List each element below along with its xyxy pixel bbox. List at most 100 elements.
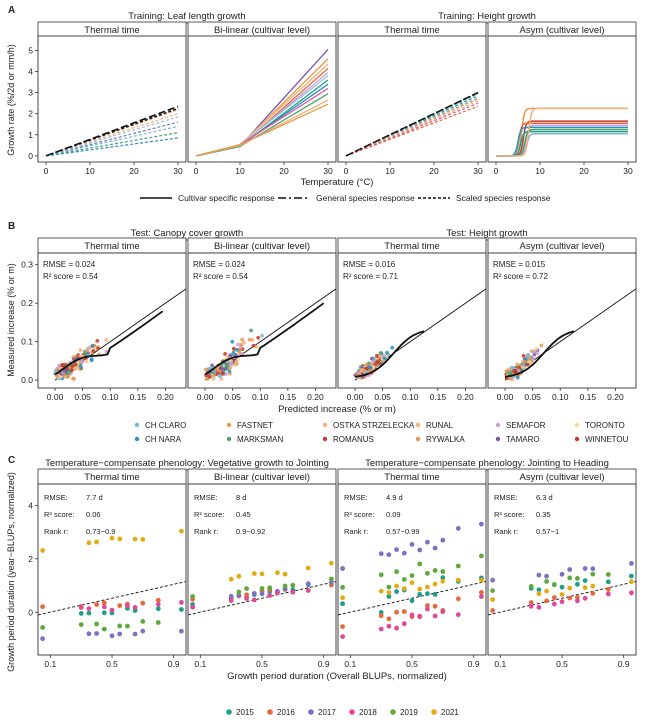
legend-label-b: TAMARO — [506, 435, 540, 444]
data-point — [247, 337, 252, 342]
legend-label-c: 2017 — [318, 708, 336, 717]
x-axis-c-2-tick-label: 0.1 — [344, 659, 356, 669]
data-point — [371, 365, 376, 369]
x-axis-a-3-tick-label: 0 — [494, 166, 499, 176]
data-point — [378, 351, 383, 356]
data-point — [440, 578, 446, 584]
data-point — [575, 576, 580, 581]
data-point — [232, 346, 236, 351]
data-point — [228, 576, 234, 582]
data-point — [90, 343, 95, 348]
x-axis-a-0-tick-label: 30 — [173, 166, 183, 176]
data-point — [227, 369, 232, 373]
data-point — [432, 568, 438, 573]
data-point — [80, 359, 84, 364]
data-point — [101, 610, 107, 616]
group-title-c-joint: Temperature−compensate phenology: Jointi… — [365, 458, 609, 469]
legend-label-b: CH CLARO — [145, 421, 186, 430]
y-axis-a-tick-label: 3 — [28, 88, 33, 98]
x-axis-label-c: Growth period duration (Overall BLUPs, n… — [227, 671, 447, 682]
data-point — [521, 353, 526, 358]
data-point — [479, 577, 484, 583]
x-axis-label-a: Temperature (°C) — [301, 177, 374, 188]
data-point — [479, 590, 484, 595]
y-axis-label-b: Measured increase (% or m) — [6, 263, 16, 377]
y-axis-c-tick-label: 4 — [28, 500, 33, 510]
legend-marker-b — [226, 422, 232, 428]
r2-text-b-0: R² score = 0.54 — [43, 272, 98, 281]
data-point — [375, 353, 379, 358]
x-axis-b-2-tick-label: 0.00 — [347, 392, 364, 402]
data-point — [73, 362, 78, 367]
data-point — [425, 571, 430, 576]
data-point — [539, 343, 544, 348]
data-point — [390, 345, 395, 350]
series-line — [45, 132, 179, 157]
regression-line — [337, 581, 487, 616]
data-point — [385, 350, 389, 355]
data-point — [394, 547, 399, 552]
y-axis-a-tick-label: 5 — [28, 45, 33, 55]
data-point — [236, 573, 242, 579]
data-point — [455, 596, 461, 602]
data-point — [590, 583, 596, 589]
data-point — [455, 577, 461, 583]
x-axis-c-3-tick-label: 0.5 — [556, 659, 568, 669]
facet-b-1-title: Bi-linear (cultivar level) — [214, 241, 310, 252]
data-point — [432, 613, 438, 619]
stat-rmse-c-2: 4.9 d — [386, 493, 403, 502]
regression-line — [187, 581, 337, 616]
x-axis-c-3-tick-label: 0.9 — [618, 659, 630, 669]
data-point — [117, 536, 123, 542]
x-axis-a-1-tick-label: 30 — [323, 166, 333, 176]
data-point — [132, 605, 138, 610]
legend-label-c: 2016 — [277, 708, 295, 717]
data-point — [417, 586, 423, 592]
legend-marker-b — [322, 422, 328, 428]
data-point — [242, 340, 246, 345]
stat-rmse-label-c-1: RMSE: — [194, 493, 218, 502]
data-point — [117, 603, 123, 609]
data-point — [567, 585, 573, 591]
group-title-b-height: Test: Height growth — [446, 228, 527, 239]
y-axis-a-tick-label: 1 — [28, 130, 33, 140]
data-point — [360, 368, 365, 372]
trend-line — [354, 330, 425, 378]
data-point — [340, 566, 345, 571]
data-point — [490, 588, 495, 593]
data-point — [329, 576, 334, 582]
panel-label-c: C — [8, 455, 15, 466]
x-axis-b-1-tick-label: 0.20 — [307, 392, 324, 402]
legend-marker-b — [415, 422, 421, 428]
data-point — [530, 349, 534, 354]
stat-rmse-label-c-2: RMSE: — [344, 493, 368, 502]
facet-a-3-title: Asym (cultivar level) — [520, 25, 605, 36]
legend-marker-c — [349, 709, 355, 715]
data-point — [55, 374, 59, 379]
stat-rank-c-1: 0.9−0.92 — [236, 527, 265, 536]
data-point — [394, 583, 399, 589]
data-point — [417, 592, 423, 597]
plot-area-c-1 — [187, 483, 337, 656]
legend-label-c: 2019 — [400, 708, 418, 717]
x-axis-a-1-tick-label: 0 — [194, 166, 199, 176]
data-point — [132, 536, 138, 542]
panel-label-b: B — [8, 221, 15, 232]
x-axis-b-0-tick-label: 0.00 — [47, 392, 64, 402]
data-point — [117, 631, 123, 637]
legend-label-a: Scaled species response — [456, 193, 551, 203]
data-point — [249, 328, 254, 333]
series-line — [45, 105, 179, 157]
series-line — [496, 130, 628, 157]
data-point — [230, 339, 235, 344]
data-point — [504, 369, 509, 374]
legend-marker-c — [390, 709, 396, 715]
stat-rmse-label-c-3: RMSE: — [494, 493, 518, 502]
data-point — [86, 610, 92, 616]
data-point — [78, 348, 83, 352]
data-point — [575, 595, 580, 600]
data-point — [244, 596, 250, 601]
data-point — [440, 537, 446, 543]
data-point — [440, 575, 446, 581]
data-point — [567, 575, 573, 581]
